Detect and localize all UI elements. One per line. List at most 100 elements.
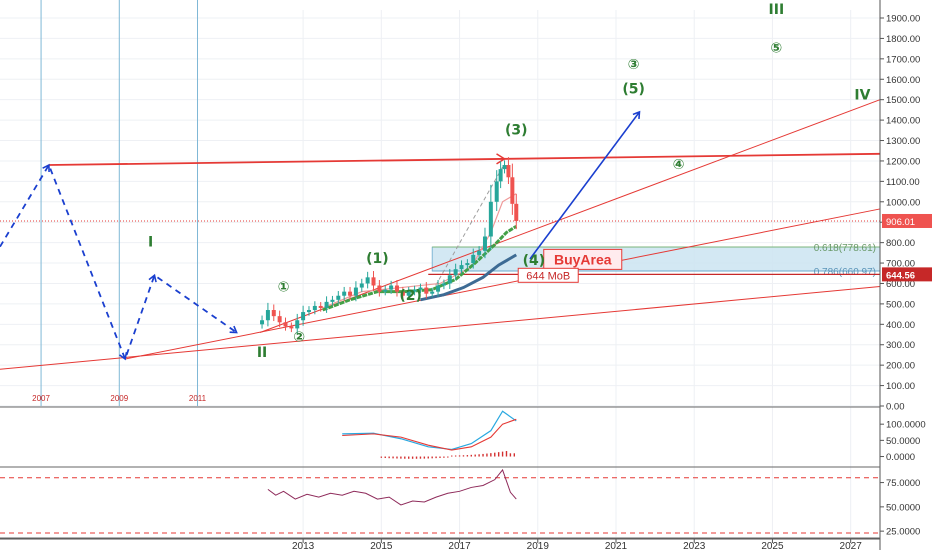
wave-path-arrowhead — [148, 273, 157, 283]
candle-body — [377, 285, 382, 292]
time-axis-label: 2027 — [840, 541, 863, 550]
candle-body — [424, 287, 429, 294]
fib-level-label: 0.618(778.61) — [814, 243, 876, 254]
candle-body — [510, 177, 515, 204]
candle-body — [471, 254, 476, 264]
wave-label: IV — [854, 88, 870, 104]
wave-label: ④ — [673, 157, 685, 173]
candle-body — [306, 310, 311, 313]
candle-body — [482, 236, 487, 251]
year-marker-label: 2009 — [110, 394, 128, 403]
candle-body — [394, 285, 399, 292]
mob-label: 644 MoB — [526, 270, 570, 282]
candle-body — [348, 291, 353, 296]
candle-body — [436, 285, 441, 292]
trendline-arrowhead — [496, 153, 506, 165]
wave-label: ③ — [628, 57, 640, 73]
candle-body — [498, 169, 503, 182]
support-price-tag-label: 644.56 — [886, 270, 915, 281]
rsi-axis-label: 25.0000 — [886, 527, 920, 538]
price-axis-label: 100.00 — [886, 381, 915, 392]
candle-body — [465, 263, 470, 266]
price-axis-label: 1300.00 — [886, 136, 920, 147]
price-axis-label: 1200.00 — [886, 156, 920, 167]
price-axis-label: 0.00 — [886, 402, 905, 413]
candle-body — [301, 312, 306, 321]
macd-axis-label: 50.0000 — [886, 436, 920, 447]
price-axis-label: 1000.00 — [886, 197, 920, 208]
time-axis-label: 2019 — [527, 541, 550, 550]
candle-body — [453, 269, 458, 276]
rsi-axis-label: 75.0000 — [886, 478, 920, 489]
trendline — [0, 286, 881, 370]
candle-body — [295, 320, 300, 329]
support-price-tag — [882, 267, 932, 282]
price-axis-label: 800.00 — [886, 238, 915, 249]
macd-panel: 0.0000 50.0000 100.0000 — [0, 406, 926, 539]
candle-body — [289, 326, 294, 329]
candle-body — [412, 289, 417, 292]
mob-label-box — [517, 267, 579, 283]
wave-path-arrowhead — [119, 352, 128, 361]
wave-label: III — [769, 2, 785, 18]
time-axis-label: 2021 — [605, 541, 628, 550]
wave-label: (5) — [622, 82, 645, 98]
rsi-axis-label: 50.0000 — [886, 502, 920, 513]
candle-body — [477, 250, 482, 255]
time-axis-label: 2023 — [683, 541, 706, 550]
candle-body — [441, 283, 446, 286]
candle-body — [502, 165, 507, 170]
candle-body — [371, 277, 376, 286]
candle-body — [459, 265, 464, 270]
wave-label: ⑤ — [770, 41, 782, 57]
candle-body — [447, 275, 452, 284]
price-axis-label: 1700.00 — [886, 54, 920, 65]
wave-label: (2) — [399, 288, 422, 304]
wave-label: (3) — [505, 122, 528, 138]
wave-label: (4) — [523, 253, 546, 269]
candle-body — [342, 291, 347, 296]
wave-path-arrowhead — [42, 163, 50, 173]
price-axis-label: 1100.00 — [886, 177, 920, 188]
year-marker-label: 2007 — [32, 394, 50, 403]
current-price-tag-label: 906.01 — [886, 217, 915, 228]
ma-slow-line — [420, 253, 518, 302]
candle-body — [418, 287, 423, 290]
candle-body — [359, 283, 364, 288]
rsi-line — [267, 468, 517, 506]
year-marker-label: 2011 — [189, 394, 207, 403]
candle-body — [383, 289, 388, 292]
price-axis-label: 1800.00 — [886, 34, 920, 45]
price-axis-label: 500.00 — [886, 299, 915, 310]
price-axis-label: 600.00 — [886, 279, 915, 290]
wave-label: ① — [278, 280, 290, 296]
time-axis-label: 2025 — [761, 541, 784, 550]
candle-body — [365, 277, 370, 284]
candle-body — [488, 201, 493, 237]
price-axis-label: 400.00 — [886, 320, 915, 331]
price-axis-label: 1500.00 — [886, 95, 920, 106]
fib-level-label: 0.786(660.97) — [814, 267, 876, 278]
candle-body — [506, 165, 511, 178]
x-axis: 2013 2015 2017 2019 2021 2023 2025 2027 — [0, 538, 880, 550]
wave-path-arrowhead — [229, 325, 238, 334]
candle-body — [353, 287, 358, 296]
trendline — [259, 99, 881, 333]
current-price-tag — [882, 213, 932, 228]
macd-axis-label: 0.0000 — [886, 452, 915, 463]
candle-body — [260, 320, 265, 325]
candle-body — [271, 310, 276, 317]
candle-body — [312, 305, 317, 311]
candle-body — [330, 299, 335, 302]
price-axis-label: 700.00 — [886, 259, 915, 270]
candle-body — [406, 291, 411, 296]
candle-body — [265, 310, 270, 321]
candle-body — [514, 203, 519, 221]
candle-body — [494, 181, 499, 202]
candle-body — [318, 305, 323, 308]
buy-area-label-box — [543, 248, 623, 270]
trendline — [48, 152, 881, 166]
